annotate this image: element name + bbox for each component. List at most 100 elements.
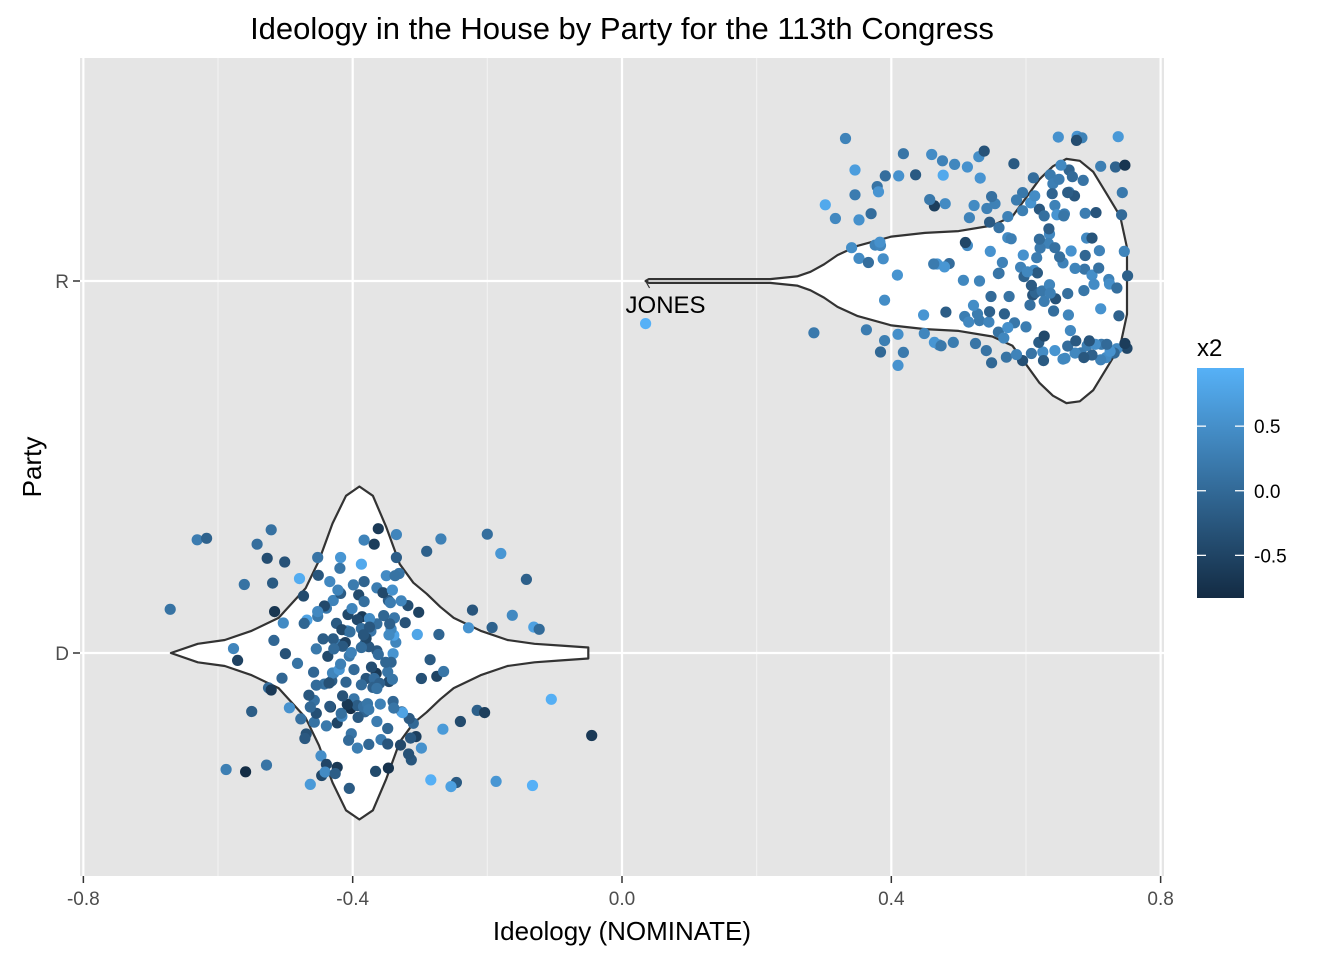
data-point-R [1010, 349, 1023, 361]
data-point-R [973, 275, 986, 287]
data-point-R [1000, 351, 1013, 363]
data-point-D [232, 654, 244, 667]
data-point-R [1037, 346, 1049, 358]
data-point-R [1038, 330, 1050, 342]
legend-tick-label: -0.5 [1254, 546, 1287, 567]
data-point-D [348, 664, 360, 676]
data-point-D [396, 707, 409, 719]
data-point-D [317, 633, 329, 645]
data-point-D [425, 774, 437, 786]
data-point-D [315, 750, 327, 762]
data-point-R [839, 132, 852, 145]
data-point-R [1049, 242, 1061, 254]
data-point-D [335, 551, 347, 564]
data-point-D [481, 528, 493, 540]
x-tick-label: -0.8 [67, 889, 100, 910]
data-point-R [1062, 187, 1074, 199]
data-point-R [1078, 352, 1090, 364]
data-point-R [978, 145, 990, 157]
legend-title: x2 [1197, 335, 1222, 362]
data-point-R [879, 294, 891, 306]
data-point-R [1062, 340, 1074, 352]
data-point-R [1031, 252, 1043, 264]
data-point-D [319, 766, 331, 778]
data-point-R [985, 290, 997, 303]
data-point-R [1113, 310, 1125, 322]
data-point-R [992, 268, 1005, 280]
data-point-D [390, 551, 402, 564]
data-point-R [865, 208, 877, 220]
data-point-D [340, 676, 352, 688]
data-point-R [928, 258, 940, 270]
data-point-R [897, 148, 910, 160]
data-point-D [390, 529, 402, 541]
data-point-D [312, 551, 324, 564]
data-point-D [386, 584, 398, 596]
data-point-D [433, 628, 445, 641]
data-point-D [405, 732, 417, 744]
data-point-R [968, 199, 980, 212]
data-point-R [879, 335, 891, 347]
data-point-D [347, 579, 359, 591]
data-point-D [310, 679, 322, 691]
point-layer [164, 130, 1134, 795]
data-point-D [371, 682, 383, 695]
data-point-D [293, 573, 306, 585]
data-point-D [246, 705, 258, 718]
data-point-R [1038, 210, 1050, 222]
data-point-R [1101, 338, 1113, 350]
data-point-R [963, 316, 975, 328]
x-tick-label: -0.4 [336, 889, 369, 910]
data-point-D [358, 576, 370, 588]
data-point-R [1116, 187, 1128, 199]
data-point-R [1033, 233, 1045, 245]
data-point-D [454, 715, 466, 728]
data-point-D [415, 742, 427, 754]
data-point-R [849, 189, 861, 201]
data-point-R [849, 164, 861, 176]
data-point-D [380, 656, 392, 668]
legend-colorbar [1197, 368, 1244, 598]
data-point-D [251, 538, 263, 550]
data-point-R [998, 332, 1010, 344]
data-point-D [345, 647, 357, 659]
data-point-D [304, 778, 316, 791]
data-point-R [939, 198, 951, 210]
data-point-R [1079, 207, 1091, 219]
data-point-D [382, 722, 394, 735]
data-point-R [1058, 210, 1070, 222]
data-point-D [395, 595, 407, 607]
data-point-R [1024, 299, 1036, 311]
data-point-D [279, 556, 291, 568]
data-point-D [201, 532, 213, 544]
data-point-R [1119, 337, 1131, 350]
data-point-R [980, 345, 992, 357]
data-point-R [1038, 295, 1050, 307]
data-point-D [308, 666, 320, 678]
data-point-R [1017, 205, 1029, 217]
data-point-R [1002, 322, 1014, 334]
data-point-D [421, 545, 433, 557]
data-point-R [1048, 305, 1060, 317]
data-point-R [947, 336, 959, 348]
data-point-R [961, 161, 974, 173]
data-point-R [974, 172, 986, 184]
data-point-D [382, 762, 394, 774]
annotation-label: JONES [626, 292, 706, 319]
data-point-D [220, 763, 232, 776]
data-point-D [277, 617, 289, 629]
data-point-R [1088, 278, 1100, 290]
data-point-D [332, 584, 344, 596]
x-axis-title: Ideology (NOMINATE) [493, 916, 751, 946]
data-point-R [1027, 172, 1039, 184]
data-point-R [1083, 335, 1095, 347]
data-point-R [1069, 347, 1081, 359]
data-point-R [949, 158, 961, 170]
data-point-D [438, 665, 450, 678]
data-point-R [1037, 355, 1050, 367]
data-point-R [936, 155, 949, 167]
data-point-R [981, 202, 993, 215]
data-point-R [940, 306, 952, 318]
data-point-R [860, 324, 873, 336]
data-point-R [969, 337, 982, 350]
